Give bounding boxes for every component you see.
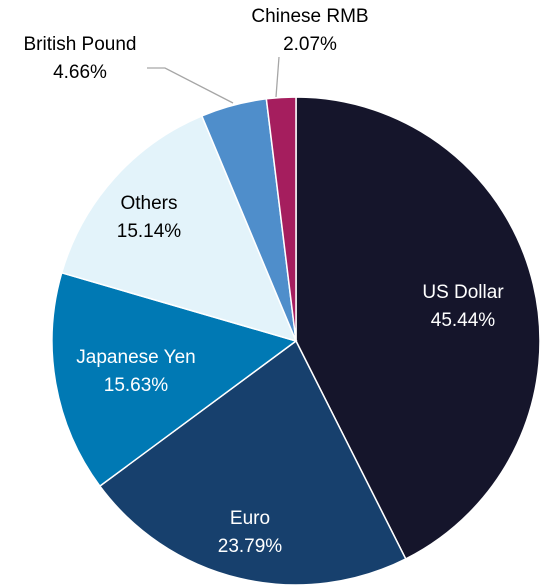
slice-label: Euro [230, 508, 270, 529]
slice-label: US Dollar [422, 282, 504, 303]
slice-value-label: 15.14% [117, 221, 182, 242]
slice-label: Others [120, 193, 177, 214]
pie-slice [51, 271, 298, 488]
pie-slice [295, 96, 541, 560]
pie-slice [98, 339, 407, 586]
slice-label: British Pound [23, 34, 136, 55]
slice-value-label: 4.66% [53, 62, 107, 83]
slice-label: Japanese Yen [76, 347, 195, 368]
slice-value-label: 23.79% [218, 536, 283, 557]
slice-value-label: 45.44% [431, 310, 496, 331]
leader-line [275, 56, 280, 98]
slice-value-label: 15.63% [104, 375, 169, 396]
leader-line [147, 67, 234, 104]
slice-label: Chinese RMB [251, 6, 368, 27]
slice-value-label: 2.07% [283, 34, 337, 55]
pie-slice [265, 96, 297, 342]
pie-slice [60, 114, 298, 343]
